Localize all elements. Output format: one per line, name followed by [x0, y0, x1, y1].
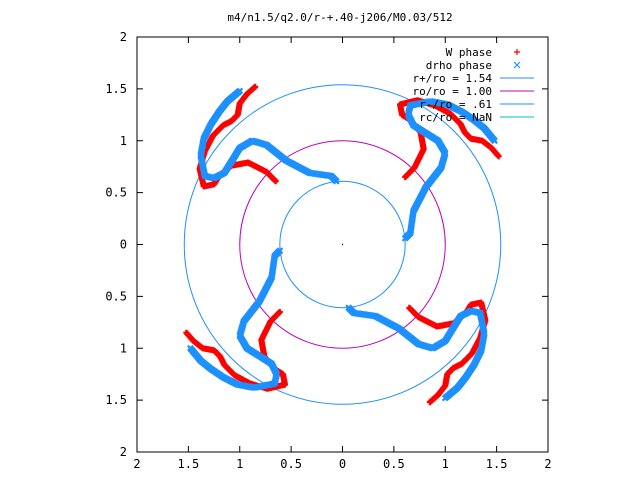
y-tick-label: 0.5	[105, 289, 127, 303]
y-tick-label: 0	[120, 238, 127, 252]
origin-dot	[341, 243, 344, 246]
drho-phase-point	[187, 344, 194, 352]
legend-marker-plus	[514, 49, 520, 55]
axis-ticks: 2 1.5 1 0.5 0 0.5 1 1.5 221.510.500.511.52	[105, 30, 551, 471]
x-tick-label: 2	[544, 457, 551, 471]
y-tick-label: 2	[120, 445, 127, 459]
y-tick-label: 1	[120, 134, 127, 148]
phase-points	[183, 83, 502, 406]
x-tick-label: 1.5	[178, 457, 200, 471]
drho-phase-point	[441, 394, 449, 402]
radius-circles	[183, 84, 502, 405]
y-tick-label: 1.5	[105, 82, 127, 96]
y-tick-label: 1.5	[105, 393, 127, 407]
x-tick-label: 0.5	[280, 457, 302, 471]
drho-phase-point	[491, 137, 498, 145]
legend-label: rc/ro = NaN	[419, 111, 492, 124]
legend-label: ro/ro = 1.00	[413, 85, 492, 98]
w-phase-point	[252, 83, 259, 90]
legend-marker-cross	[513, 61, 521, 69]
radius-circle	[239, 140, 446, 349]
y-tick-label: 2	[120, 30, 127, 44]
radius-circle	[279, 180, 406, 309]
w-phase-point	[426, 399, 433, 406]
w-phase-point	[183, 329, 190, 336]
radius-circle	[183, 84, 502, 405]
w-phase-point	[495, 153, 502, 160]
x-tick-label: 2	[133, 457, 140, 471]
x-tick-label: 1	[442, 457, 449, 471]
x-tick-label: 0	[339, 457, 346, 471]
legend-label: r+/ro = 1.54	[413, 72, 493, 85]
series-drho-phase	[187, 87, 498, 402]
legend-label: drho phase	[426, 59, 492, 72]
chart-title: m4/n1.5/q2.0/r-+.40-j206/M0.03/512	[227, 11, 452, 24]
drho-phase-point	[236, 87, 244, 95]
y-tick-label: 1	[120, 341, 127, 355]
x-tick-label: 1	[236, 457, 243, 471]
x-tick-label: 0.5	[383, 457, 405, 471]
legend-label: W phase	[446, 46, 492, 59]
y-tick-label: 0.5	[105, 186, 127, 200]
legend-label: r-/ro = .61	[419, 98, 492, 111]
x-tick-label: 1.5	[486, 457, 508, 471]
